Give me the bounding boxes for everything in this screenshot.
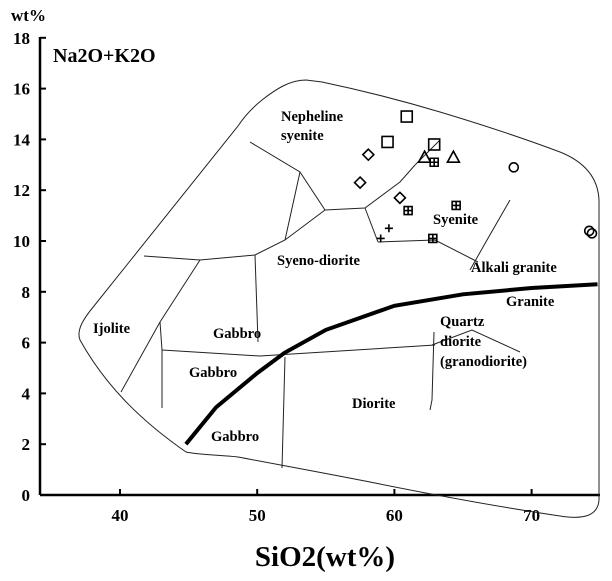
field-labels: Nepheline syenite Syenite Alkali granite Sye… xyxy=(93,109,557,445)
plus-marker xyxy=(376,234,385,243)
diamond-marker xyxy=(361,148,375,162)
field-label: Alkali granite xyxy=(471,260,557,276)
boxed-plus-marker xyxy=(403,205,413,216)
x-tick-label: 70 xyxy=(523,506,540,525)
square-marker xyxy=(427,138,441,151)
field-boundary xyxy=(161,344,436,357)
y-tick-label: 8 xyxy=(22,283,31,302)
circle-marker xyxy=(583,225,595,237)
field-label: Gabbro xyxy=(211,429,259,445)
field-label: Nepheline syenite xyxy=(281,109,344,144)
field-boundary xyxy=(159,321,163,408)
field-label-line: syenite xyxy=(281,128,324,144)
circle-marker xyxy=(586,228,598,239)
field-boundary xyxy=(249,141,416,211)
chart-title: Na2O+K2O xyxy=(53,45,156,67)
boxed-plus-marker xyxy=(451,200,461,211)
field-label-line: Quartz xyxy=(440,314,485,330)
field-label-line: diorite xyxy=(440,334,482,350)
boxed-plus-marker xyxy=(428,233,438,244)
field-label: Ijolite xyxy=(93,321,131,337)
field-label-line: Ijolite xyxy=(93,321,131,337)
x-tick-label: 40 xyxy=(112,506,129,525)
triangle-marker xyxy=(446,149,461,163)
field-label: Quartz diorite (granodiorite) xyxy=(440,314,527,370)
field-boundary xyxy=(254,254,259,343)
field-label-line: Syeno-diorite xyxy=(277,253,361,269)
x-tick-label: 60 xyxy=(386,506,403,525)
x-tick-label: 50 xyxy=(249,506,266,525)
y-tick-label: 12 xyxy=(13,181,30,200)
alkaline-subalkaline-divide xyxy=(184,282,598,446)
y-tick-label: 14 xyxy=(13,130,31,149)
diamond-marker xyxy=(393,191,407,205)
diamond-marker xyxy=(353,175,367,190)
field-label-line: Syenite xyxy=(433,212,479,228)
field-boundary xyxy=(377,239,479,263)
plus-marker xyxy=(384,224,393,233)
axis-ticks: 0 2 4 6 8 10 12 14 16 18 40 50 60 70 xyxy=(13,29,540,525)
y-tick-label: 0 xyxy=(22,486,31,505)
field-label-line: Gabbro xyxy=(189,365,237,381)
field-label-line: Gabbro xyxy=(211,429,259,445)
field-boundary xyxy=(431,329,521,353)
field-boundary xyxy=(364,207,379,243)
field-label: Gabbro xyxy=(213,326,261,342)
field-boundary xyxy=(469,199,511,271)
field-label-line: Gabbro xyxy=(213,326,261,342)
field-boundary xyxy=(429,331,435,411)
field-label: Gabbro xyxy=(189,365,237,381)
field-label: Diorite xyxy=(352,396,396,412)
y-tick-label: 18 xyxy=(13,29,30,48)
field-label-line: Nepheline xyxy=(281,109,344,125)
x-axis-title: SiO2(wt%) xyxy=(255,541,395,573)
boxed-plus-marker xyxy=(429,157,439,168)
field-boundaries xyxy=(78,79,600,518)
field-label-line: (granodiorite) xyxy=(440,354,527,370)
y-tick-label: 4 xyxy=(22,384,31,403)
square-marker xyxy=(381,135,394,149)
square-marker xyxy=(400,110,414,123)
field-boundary xyxy=(284,171,301,241)
field-label-line: Granite xyxy=(506,294,555,310)
field-label-line: Alkali granite xyxy=(471,260,557,276)
field-boundary xyxy=(281,356,286,469)
y-tick-label: 16 xyxy=(13,80,30,99)
field-outline xyxy=(78,79,600,518)
y-tick-label: 10 xyxy=(13,232,30,251)
field-label-line: Diorite xyxy=(352,396,396,412)
field-label: Syenite xyxy=(433,212,479,228)
field-label: Granite xyxy=(506,294,555,310)
field-label: Syeno-diorite xyxy=(277,253,361,269)
y-unit-label: wt% xyxy=(11,6,46,25)
sample-markers xyxy=(353,110,598,244)
triangle-marker xyxy=(417,149,432,163)
y-tick-label: 6 xyxy=(22,334,31,353)
y-tick-label: 2 xyxy=(22,435,31,454)
circle-marker xyxy=(508,162,520,173)
